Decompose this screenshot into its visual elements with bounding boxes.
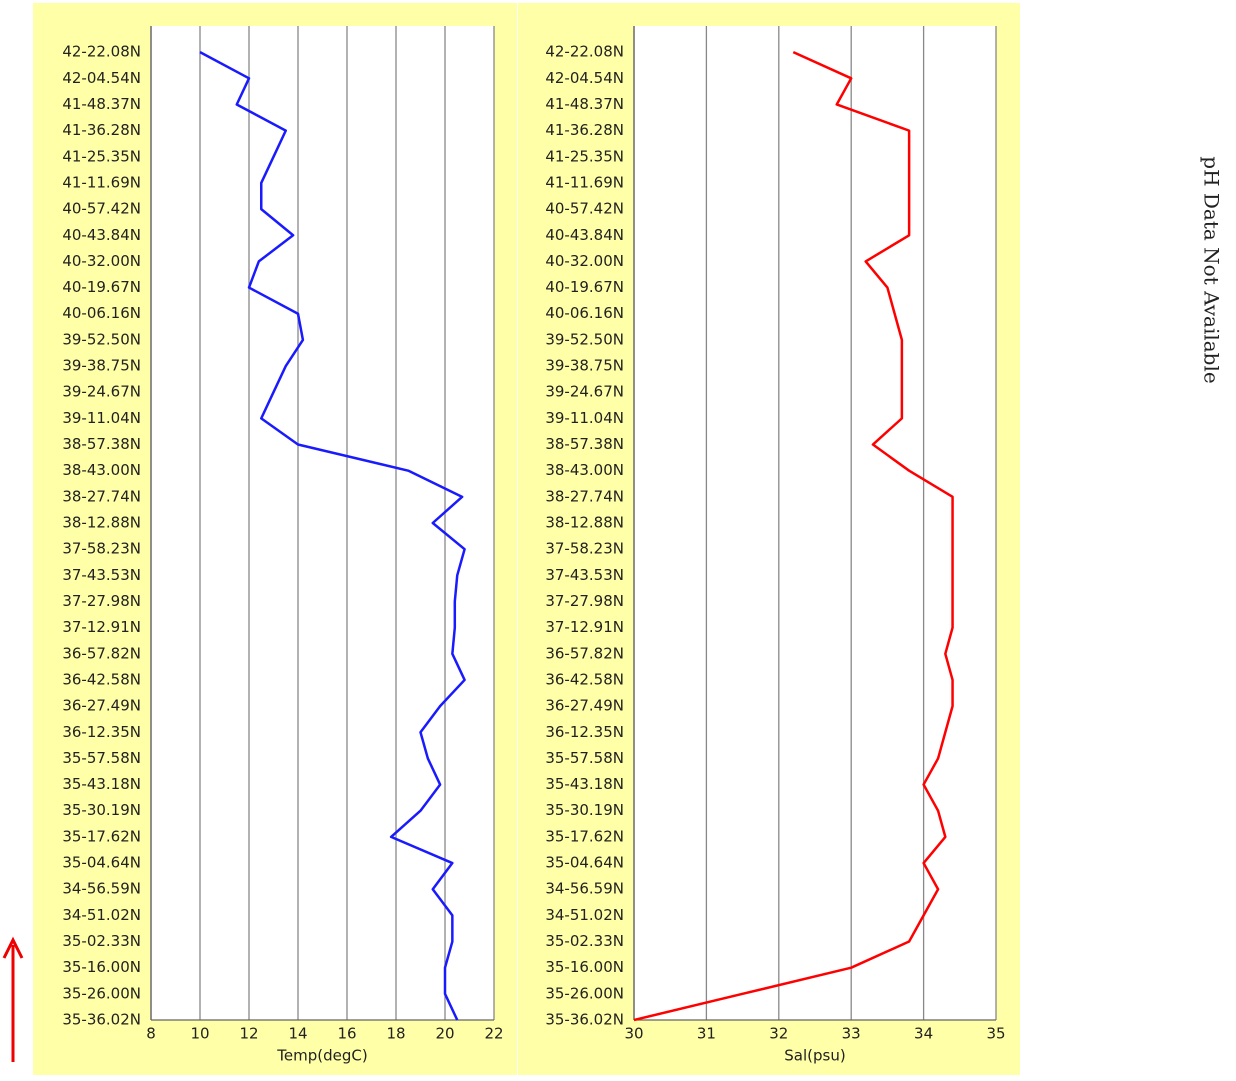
- y-tick-label: 35-26.00N: [545, 984, 624, 1002]
- x-tick-label: 35: [986, 1025, 1005, 1043]
- y-tick-label: 41-36.28N: [62, 121, 141, 139]
- y-tick-label: 41-48.37N: [62, 95, 141, 113]
- y-tick-label: 37-58.23N: [62, 540, 141, 558]
- x-tick-label: 18: [386, 1025, 405, 1043]
- x-tick-label: 12: [239, 1025, 258, 1043]
- y-tick-label: 36-42.58N: [545, 670, 624, 688]
- plot-area: [151, 26, 494, 1020]
- arrow-head: [2, 936, 24, 959]
- y-tick-label: 35-30.19N: [545, 801, 624, 819]
- y-tick-label: 39-52.50N: [545, 330, 624, 348]
- y-tick-label: 41-11.69N: [62, 173, 141, 191]
- y-tick-label: 35-17.62N: [545, 827, 624, 845]
- y-tick-label: 40-57.42N: [62, 200, 141, 218]
- y-tick-label: 40-32.00N: [545, 252, 624, 270]
- y-tick-label: 41-25.35N: [62, 147, 141, 165]
- y-tick-label: 40-43.84N: [62, 226, 141, 244]
- y-tick-label: 39-24.67N: [545, 383, 624, 401]
- y-tick-label: 40-06.16N: [545, 304, 624, 322]
- y-tick-label: 36-57.82N: [545, 644, 624, 662]
- y-tick-label: 42-22.08N: [62, 43, 141, 61]
- y-tick-label: 36-57.82N: [62, 644, 141, 662]
- y-tick-label: 36-12.35N: [545, 723, 624, 741]
- y-tick-label: 37-27.98N: [62, 592, 141, 610]
- y-tick-label: 39-11.04N: [545, 409, 624, 427]
- y-tick-label: 35-16.00N: [545, 958, 624, 976]
- y-tick-label: 35-36.02N: [545, 1011, 624, 1029]
- y-tick-label: 35-26.00N: [62, 984, 141, 1002]
- y-tick-label: 40-57.42N: [545, 200, 624, 218]
- y-tick-label: 36-27.49N: [62, 697, 141, 715]
- y-tick-label: 42-22.08N: [545, 43, 624, 61]
- y-tick-label: 39-11.04N: [62, 409, 141, 427]
- y-tick-label: 34-51.02N: [545, 906, 624, 924]
- y-tick-label: 35-16.00N: [62, 958, 141, 976]
- y-tick-label: 35-02.33N: [545, 932, 624, 950]
- y-tick-label: 37-27.98N: [545, 592, 624, 610]
- y-tick-label: 37-43.53N: [62, 566, 141, 584]
- y-tick-label: 40-19.67N: [545, 278, 624, 296]
- y-tick-label: 39-24.67N: [62, 383, 141, 401]
- y-tick-label: 37-12.91N: [545, 618, 624, 636]
- data-line: [199, 51, 466, 1021]
- x-tick-label: 8: [146, 1025, 156, 1043]
- y-tick-label: 35-57.58N: [545, 749, 624, 767]
- y-tick-label: 39-38.75N: [62, 357, 141, 375]
- y-tick-label: 35-04.64N: [62, 854, 141, 872]
- y-tick-label: 35-43.18N: [545, 775, 624, 793]
- y-tick-label: 34-51.02N: [62, 906, 141, 924]
- x-tick-label: 10: [190, 1025, 209, 1043]
- y-tick-label: 42-04.54N: [62, 69, 141, 87]
- y-tick-label: 42-04.54N: [545, 69, 624, 87]
- y-tick-label: 41-11.69N: [545, 173, 624, 191]
- y-tick-label: 41-25.35N: [545, 147, 624, 165]
- x-tick-label: 34: [914, 1025, 933, 1043]
- y-tick-label: 38-57.38N: [62, 435, 141, 453]
- y-tick-label: 38-27.74N: [62, 487, 141, 505]
- y-tick-label: 38-12.88N: [545, 514, 624, 532]
- y-tick-label: 36-27.49N: [545, 697, 624, 715]
- x-tick-label: 22: [484, 1025, 503, 1043]
- y-tick-label: 36-12.35N: [62, 723, 141, 741]
- y-tick-label: 37-43.53N: [545, 566, 624, 584]
- y-tick-label: 37-12.91N: [62, 618, 141, 636]
- y-tick-label: 38-43.00N: [62, 461, 141, 479]
- x-tick-label: 30: [624, 1025, 643, 1043]
- y-tick-label: 34-56.59N: [545, 880, 624, 898]
- x-tick-label: 32: [769, 1025, 788, 1043]
- y-tick-label: 38-57.38N: [545, 435, 624, 453]
- y-tick-label: 35-17.62N: [62, 827, 141, 845]
- y-tick-label: 40-32.00N: [62, 252, 141, 270]
- data-line: [633, 51, 954, 1022]
- y-tick-label: 40-43.84N: [545, 226, 624, 244]
- y-tick-label: 39-38.75N: [545, 357, 624, 375]
- y-tick-label: 40-06.16N: [62, 304, 141, 322]
- y-tick-label: 35-57.58N: [62, 749, 141, 767]
- x-tick-label: 20: [435, 1025, 454, 1043]
- y-tick-label: 35-04.64N: [545, 854, 624, 872]
- y-tick-label: 38-12.88N: [62, 514, 141, 532]
- y-tick-label: 38-43.00N: [545, 461, 624, 479]
- x-axis-label: Sal(psu): [784, 1047, 845, 1065]
- y-tick-label: 35-02.33N: [62, 932, 141, 950]
- x-tick-label: 14: [288, 1025, 307, 1043]
- y-tick-label: 36-42.58N: [62, 670, 141, 688]
- y-tick-label: 39-52.50N: [62, 330, 141, 348]
- y-tick-label: 34-56.59N: [62, 880, 141, 898]
- x-tick-label: 31: [697, 1025, 716, 1043]
- y-tick-label: 35-30.19N: [62, 801, 141, 819]
- plot-area: [634, 26, 996, 1020]
- y-tick-label: 35-43.18N: [62, 775, 141, 793]
- x-axis-label: Temp(degC): [276, 1047, 367, 1065]
- y-tick-label: 37-58.23N: [545, 540, 624, 558]
- y-tick-label: 41-36.28N: [545, 121, 624, 139]
- y-tick-label: 35-36.02N: [62, 1011, 141, 1029]
- y-tick-label: 41-48.37N: [545, 95, 624, 113]
- y-tick-label: 40-19.67N: [62, 278, 141, 296]
- x-tick-label: 33: [842, 1025, 861, 1043]
- annotation: pH Data Not Available: [1200, 156, 1224, 383]
- y-tick-label: 38-27.74N: [545, 487, 624, 505]
- x-tick-label: 16: [337, 1025, 356, 1043]
